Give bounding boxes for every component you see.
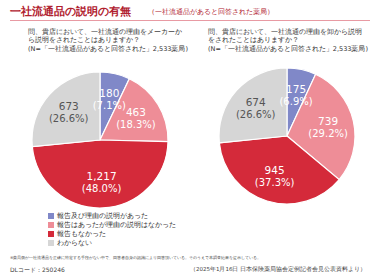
sample-size: (N=「一社流通品があると回答された」2,533薬局) bbox=[208, 45, 368, 54]
question: 問、貴店において、一社流通の理由を卸から説明をされたことはありますか？ bbox=[208, 28, 368, 44]
pie: 報告及び理由の説明があった報告はあったが理由の説明はなかった報告もなかったわから… bbox=[219, 68, 355, 204]
data-label: 1,217 bbox=[87, 170, 117, 182]
percentage-label: (6.9%) bbox=[279, 96, 312, 107]
pie-slice: わからない bbox=[219, 68, 287, 143]
pie-slice: 報告もなかった bbox=[219, 136, 339, 204]
title-rule bbox=[10, 20, 370, 21]
percentage-label: (29.2%) bbox=[308, 128, 348, 139]
legend-label: 報告はあったが理由の説明はなかった bbox=[57, 221, 176, 229]
data-label: 180 bbox=[99, 87, 119, 99]
page: 一社流通品の説明の有無 （一社流通品があると回答された薬局） 報告及び理由の説明があ… bbox=[0, 0, 380, 280]
footnote: ※薬局側が一社流通品を正確に特定する手段がない中で、回答者自身の認識により回答頂… bbox=[10, 255, 261, 260]
dl-code: DLコード：250246 bbox=[10, 266, 65, 275]
percentage-label: (7.1%) bbox=[93, 100, 126, 111]
sample-size: (N=「一社流通品があると回答された」2,533薬局) bbox=[28, 45, 188, 54]
legend-swatch bbox=[48, 213, 54, 219]
legend-label: わからない bbox=[57, 239, 92, 247]
legend-swatch bbox=[48, 231, 54, 237]
pie-slice: 報告もなかった bbox=[32, 140, 168, 208]
title: 一社流通品の説明の有無 bbox=[10, 4, 131, 19]
legend-swatch bbox=[48, 222, 54, 228]
percentage-label: (18.3%) bbox=[116, 119, 156, 130]
data-label: 463 bbox=[126, 106, 146, 118]
data-label: 175 bbox=[286, 83, 306, 95]
legend-label: 報告もなかった bbox=[57, 230, 106, 238]
percentage-label: (48.0%) bbox=[82, 183, 122, 194]
subtitle: （一社流通品があると回答された薬局） bbox=[148, 7, 274, 17]
data-label: 673 bbox=[59, 100, 79, 112]
question: 問、貴店において、一社流通の理由をメーカーから説明をされたことはありますか？ bbox=[28, 28, 188, 44]
legend-label: 報告及び理由の説明があった bbox=[57, 212, 148, 220]
percentage-label: (37.3%) bbox=[255, 177, 295, 188]
data-label: 945 bbox=[265, 164, 285, 176]
pie: 報告及び理由の説明があった報告はあったが理由の説明はなかった報告もなかったわから… bbox=[32, 72, 168, 208]
data-label: 739 bbox=[318, 115, 338, 127]
legend-swatch bbox=[48, 240, 54, 246]
percentage-label: (26.6%) bbox=[49, 113, 89, 124]
data-label: 674 bbox=[246, 96, 266, 108]
percentage-label: (26.6%) bbox=[236, 109, 276, 120]
source: （2025年1月16日 日本保険薬局協会定例記者会見公表資料より） bbox=[190, 266, 366, 273]
pie-slice: わからない bbox=[32, 72, 100, 147]
